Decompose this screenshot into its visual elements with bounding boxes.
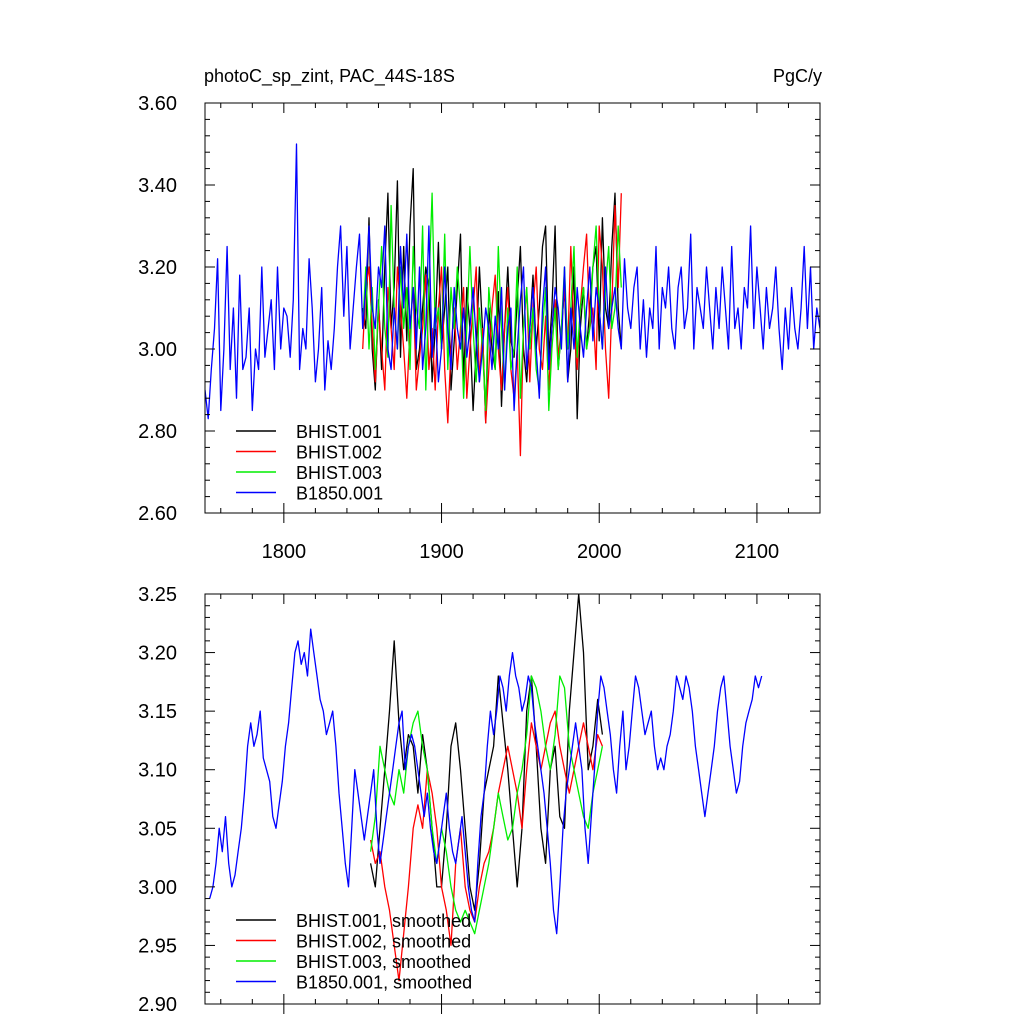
- legend-label: BHIST.001, smoothed: [296, 911, 471, 931]
- series-line-b1850-001: [205, 143, 820, 420]
- top-panel-title: photoC_sp_zint, PAC_44S-18S: [204, 66, 455, 87]
- y-tick-label: 3.15: [138, 701, 177, 723]
- y-tick-label: 3.00: [138, 339, 177, 361]
- y-tick-label: 3.25: [138, 584, 177, 606]
- y-tick-label: 2.90: [138, 994, 177, 1016]
- series-line-bhist-003-smoothed: [369, 675, 604, 935]
- series-line-bhist-003: [362, 192, 622, 412]
- legend-label: BHIST.002, smoothed: [296, 932, 471, 952]
- legend-label: BHIST.001: [296, 422, 382, 442]
- y-tick-label: 3.10: [138, 760, 177, 782]
- legend-label: BHIST.003: [296, 463, 382, 483]
- series-line-bhist-002-smoothed: [369, 710, 604, 982]
- y-tick-label: 2.80: [138, 421, 177, 443]
- top-panel: photoC_sp_zint, PAC_44S-18S PgC/y 2.60 2.…: [138, 66, 822, 563]
- legend-label: BHIST.002: [296, 443, 382, 463]
- bottom-panel: 2.90 2.95 3.00 3.05 3.10 3.15 3.20 3.25 BHIST.00…: [138, 584, 821, 1016]
- top-panel-units: PgC/y: [773, 66, 822, 86]
- x-tick-label: 1900: [419, 541, 464, 563]
- plot-frame: [204, 102, 821, 514]
- y-tick-label: 2.95: [138, 935, 177, 957]
- plot-frame: [204, 593, 821, 1005]
- y-tick-label: 3.00: [138, 877, 177, 899]
- y-tick-label: 3.40: [138, 175, 177, 197]
- legend-label: B1850.001, smoothed: [296, 973, 472, 993]
- y-tick-label: 3.20: [138, 643, 177, 665]
- y-tick-label: 3.05: [138, 818, 177, 840]
- series-line-b1850-001-smoothed: [209, 628, 763, 935]
- series-group: [205, 143, 820, 457]
- legend-label: BHIST.003, smoothed: [296, 952, 471, 972]
- series-group: [209, 594, 763, 982]
- x-tick-label: 2100: [735, 541, 780, 563]
- y-tick-label: 3.20: [138, 257, 177, 279]
- legend-label: B1850.001: [296, 484, 383, 504]
- x-tick-label: 1800: [262, 541, 307, 563]
- y-tick-label: 2.60: [138, 503, 177, 525]
- x-tick-label: 2000: [577, 541, 622, 563]
- y-tick-label: 3.60: [138, 93, 177, 115]
